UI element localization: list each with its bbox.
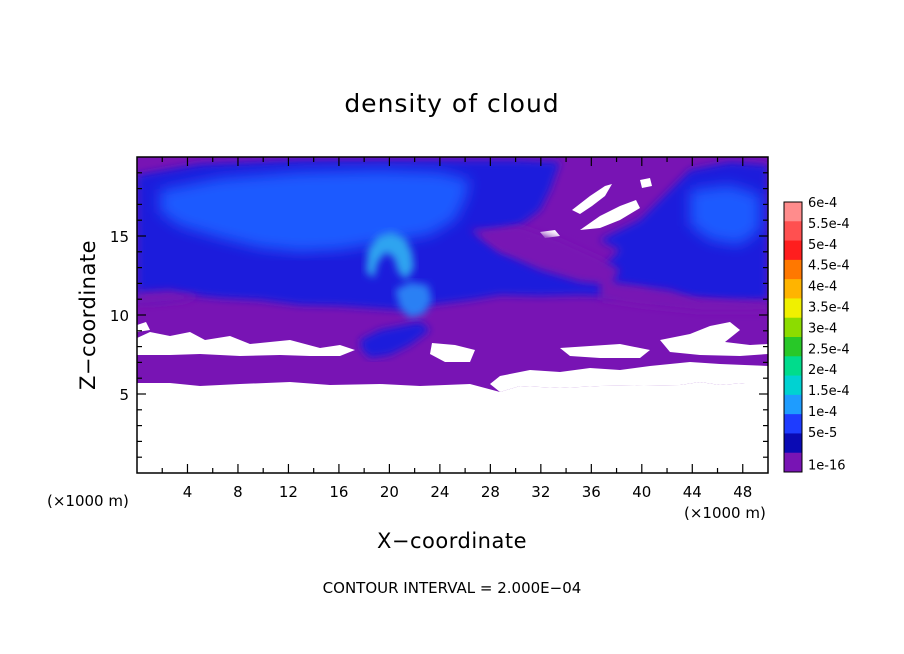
x-tick-label: 4	[183, 483, 193, 501]
x-tick-label: 28	[481, 483, 500, 501]
x-tick-label: 44	[683, 483, 702, 501]
colorbar: 6e-4 5.5e-4 5e-4 4.5e-4 4e-4 3.5e-4 3e-4 2.5e-4…	[783, 196, 850, 473]
x-tick-label: 16	[329, 483, 348, 501]
colorbar-swatch	[784, 414, 802, 434]
colorbar-swatch	[784, 240, 802, 261]
x-axis-ticks: 4 8 12 16 20 24 28 32 36 40 44 48	[161, 157, 752, 501]
colorbar-label: 1.5e-4	[808, 384, 850, 399]
colorbar-swatch	[784, 317, 802, 338]
colorbar-label: 4e-4	[808, 280, 837, 295]
field-region-1.5e-4	[366, 232, 414, 280]
field-region-1e-4	[160, 170, 470, 252]
y-tick-label: 15	[110, 228, 129, 246]
colorbar-swatch	[784, 259, 802, 280]
colorbar-label: 6e-4	[808, 196, 837, 211]
x-tick-label: 20	[380, 483, 399, 501]
x-axis-unit: (×1000 m)	[684, 504, 766, 522]
colorbar-swatch	[784, 375, 802, 396]
x-tick-label: 24	[430, 483, 449, 501]
colorbar-swatch	[784, 394, 802, 415]
cloud-free-patches	[137, 178, 768, 392]
colorbar-label: 2e-4	[808, 363, 837, 378]
x-tick-label: 12	[279, 483, 298, 501]
x-tick-label: 48	[733, 483, 752, 501]
colorbar-swatch	[784, 433, 802, 454]
y-axis-unit: (×1000 m)	[47, 492, 129, 510]
y-tick-label: 10	[110, 307, 129, 325]
colorbar-label: 5e-5	[808, 426, 837, 441]
colorbar-label: 5e-4	[808, 238, 837, 253]
colorbar-swatch	[784, 452, 802, 473]
colorbar-label: 1e-16	[808, 458, 846, 473]
colorbar-label: 3e-4	[808, 321, 837, 336]
colorbar-swatch	[784, 356, 802, 377]
contour-interval-note: CONTOUR INTERVAL = 2.000E−04	[323, 579, 582, 597]
colorbar-label: 4.5e-4	[808, 259, 850, 274]
y-axis-label: Z−coordinate	[76, 240, 100, 390]
colorbar-swatch	[784, 221, 802, 242]
x-tick-label: 32	[531, 483, 550, 501]
plot-area	[137, 157, 768, 473]
colorbar-swatch	[784, 337, 802, 357]
colorbar-label: 1e-4	[808, 405, 837, 420]
colorbar-swatch	[784, 298, 802, 319]
y-axis-ticks: 5 10 15	[110, 172, 768, 458]
x-tick-label: 36	[582, 483, 601, 501]
colorbar-swatch	[784, 279, 802, 299]
colorbar-label: 3.5e-4	[808, 300, 850, 315]
colorbar-frame	[783, 201, 803, 473]
x-axis-label: X−coordinate	[377, 529, 527, 553]
colorbar-label: 2.5e-4	[808, 342, 850, 357]
x-tick-label: 8	[233, 483, 243, 501]
y-tick-label: 5	[119, 386, 129, 404]
colorbar-label: 5.5e-4	[808, 217, 850, 232]
colorbar-swatch	[784, 202, 802, 222]
x-tick-label: 40	[632, 483, 651, 501]
chart-title: density of cloud	[344, 89, 559, 118]
